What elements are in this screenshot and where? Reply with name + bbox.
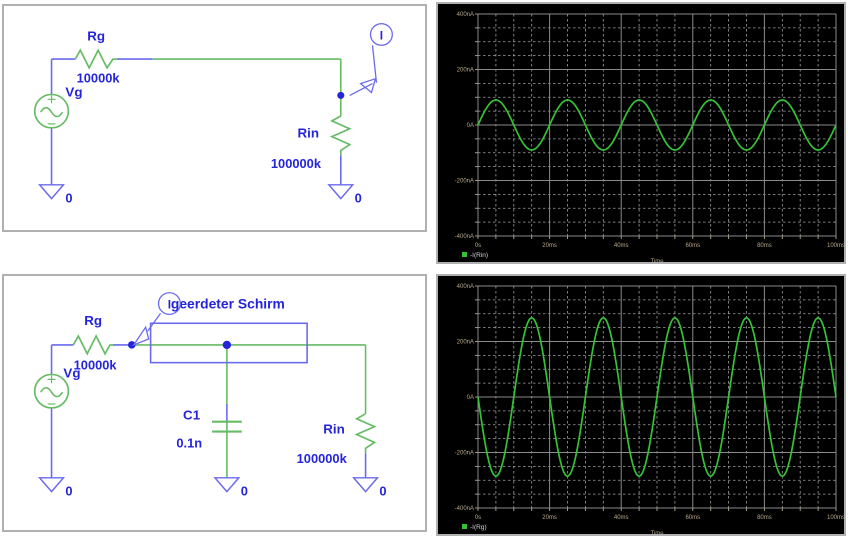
legend-swatch <box>462 524 467 529</box>
ground-symbol-cap <box>213 477 241 493</box>
ground-symbol-source <box>38 477 66 493</box>
label-rg-value: 10000k <box>77 71 121 86</box>
node-dot-input <box>128 341 136 349</box>
resistor-rg <box>74 48 117 70</box>
legend-label[interactable]: -I(Rg) <box>470 524 487 531</box>
ground-label-right: 0 <box>355 191 362 206</box>
waveform-plot-shielded: -400nA -200nA 0A 200nA 400nA 0s 20ms 40ms 60ms 80… <box>436 274 846 536</box>
waveform-trace <box>477 99 837 151</box>
label-rin-name: Rin <box>297 126 319 141</box>
y-axis-tick-label: 0A <box>467 395 474 401</box>
x-axis-tick-label: 60ms <box>685 243 700 249</box>
ground-symbol-right <box>327 184 355 200</box>
waveform-plot-unshielded: -400nA -200nA 0A 200nA 400nA 0s 20ms 40ms 60ms 80… <box>436 2 846 264</box>
y-axis-tick-label: -200nA <box>455 451 474 457</box>
ac-source-vg <box>33 93 70 129</box>
y-axis-tick-label: 400nA <box>457 284 474 290</box>
x-axis-tick-label: 0s <box>475 515 481 521</box>
x-axis-tick-label: 20ms <box>542 515 557 521</box>
x-axis-tick-label: 20ms <box>542 243 557 249</box>
current-probe-icon <box>349 23 393 96</box>
node-dot <box>337 91 345 99</box>
x-axis-tick-label: 100ms <box>827 243 844 249</box>
y-axis-tick-label: -200nA <box>455 179 474 185</box>
label-rin-name: Rin <box>323 422 345 437</box>
y-axis-tick-label: 0A <box>467 123 474 129</box>
y-axis-tick-label: -400nA <box>455 234 474 240</box>
x-axis-tick-label: 40ms <box>614 515 629 521</box>
current-probe-icon <box>132 292 181 347</box>
y-axis-tick-label: 200nA <box>457 68 474 74</box>
plot-area: -400nA -200nA 0A 200nA 400nA 0s 20ms 40ms 60ms 80… <box>455 12 844 262</box>
resistor-rg <box>72 334 113 356</box>
x-axis-title: Time <box>650 531 664 534</box>
label-vg-name: Vg <box>63 365 80 380</box>
legend-label[interactable]: -I(Rin) <box>470 252 488 259</box>
y-axis-tick-label: -400nA <box>455 506 474 512</box>
ac-source-vg <box>33 373 70 409</box>
label-vg-name: Vg <box>65 84 82 99</box>
y-axis-tick-label: 200nA <box>457 340 474 346</box>
current-probe-label: I <box>380 28 383 42</box>
label-rg-value: 10000k <box>74 358 118 373</box>
label-c1-name: C1 <box>183 408 201 423</box>
x-axis-tick-label: 40ms <box>614 243 629 249</box>
circuit-diagram-shielded: geerdeter Schirm Rg 10000k Vg C1 0.1n <box>2 274 427 532</box>
ground-symbol-left <box>38 184 66 200</box>
x-axis-tick-label: 0s <box>475 243 481 249</box>
label-rin-value: 100000k <box>271 156 322 171</box>
current-probe-label: I <box>168 298 171 312</box>
legend-swatch <box>462 252 467 257</box>
label-rin-value: 100000k <box>297 451 348 466</box>
ground-label-source: 0 <box>65 484 72 499</box>
plot-area: -400nA -200nA 0A 200nA 400nA 0s 20ms 40ms 60ms 80… <box>455 284 844 534</box>
x-axis-title: Time <box>650 259 664 262</box>
resistor-rin <box>354 413 377 454</box>
x-axis-tick-label: 100ms <box>827 515 844 521</box>
label-rg-name: Rg <box>84 313 102 328</box>
x-axis-tick-label: 60ms <box>685 515 700 521</box>
x-axis-tick-label: 80ms <box>757 243 772 249</box>
ground-label-cap: 0 <box>241 484 248 499</box>
label-rg-name: Rg <box>87 28 105 43</box>
x-axis-tick-label: 80ms <box>757 515 772 521</box>
y-axis-tick-label: 400nA <box>457 12 474 18</box>
shield-label: geerdeter Schirm <box>171 296 285 312</box>
waveform-trace <box>477 317 837 477</box>
label-c1-value: 0.1n <box>176 435 202 450</box>
capacitor-c1 <box>212 420 242 433</box>
ground-label-left: 0 <box>65 191 72 206</box>
shield-box <box>149 322 308 364</box>
resistor-rin <box>329 115 352 156</box>
ground-symbol-rin <box>352 477 380 493</box>
ground-label-rin: 0 <box>379 484 386 499</box>
circuit-diagram-unshielded: Rg 10000k Vg Rin 100000k <box>2 4 427 232</box>
node-dot-shield <box>222 340 232 350</box>
